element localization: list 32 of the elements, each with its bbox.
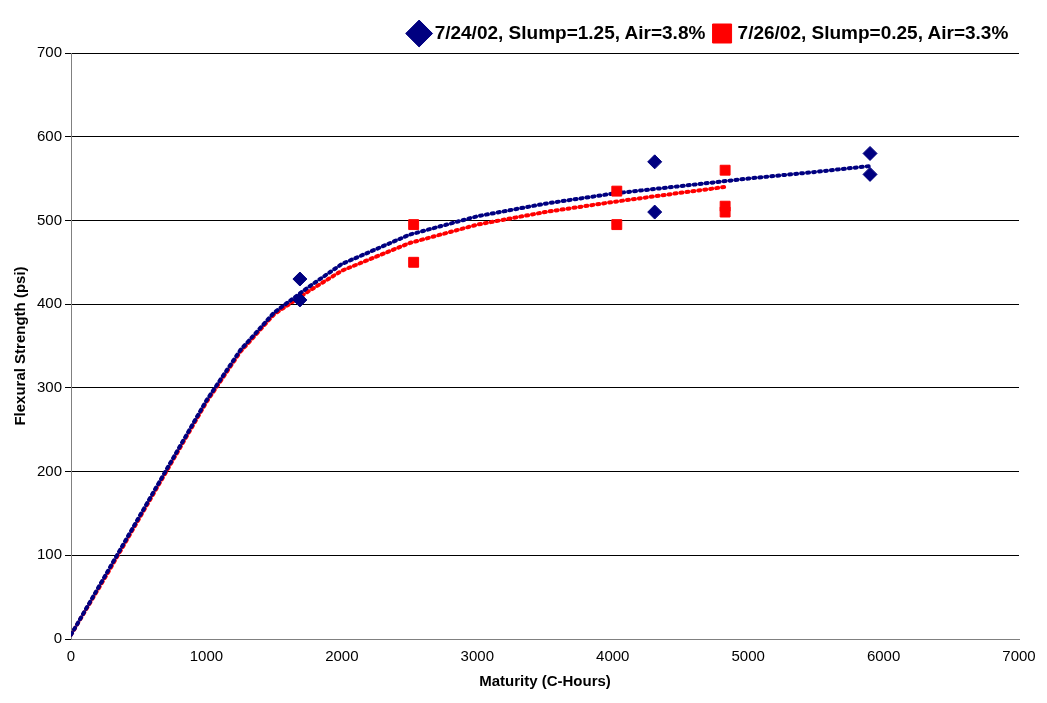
point xyxy=(611,185,623,197)
legend-label: 7/26/02, Slump=0.25, Air=3.3% xyxy=(737,21,1009,43)
y-tick-label: 200 xyxy=(37,461,63,479)
y-tick-label: 100 xyxy=(37,545,63,563)
point xyxy=(611,219,623,231)
point xyxy=(719,206,731,218)
y-tick-label: 600 xyxy=(37,126,63,144)
x-tick-label: 2000 xyxy=(325,647,359,665)
x-tick-label: 1000 xyxy=(189,647,224,665)
point xyxy=(647,204,663,220)
legend-label: 7/24/02, Slump=1.25, Air=3.8% xyxy=(434,21,706,43)
x-tick-label: 3000 xyxy=(460,647,494,665)
x-tick-label: 5000 xyxy=(731,647,765,665)
point xyxy=(408,219,420,231)
x-tick-label: 7000 xyxy=(1002,647,1036,665)
point xyxy=(408,256,420,268)
x-tick-label: 0 xyxy=(66,647,76,665)
y-tick-label: 400 xyxy=(37,294,63,312)
y-tick-label: 300 xyxy=(37,378,63,395)
x-axis-title: Maturity (C-Hours) xyxy=(479,672,611,690)
point xyxy=(862,166,878,182)
point xyxy=(292,292,308,308)
x-tick-label: 6000 xyxy=(866,647,901,665)
y-tick-label: 0 xyxy=(53,629,63,647)
x-tick-label: 4000 xyxy=(596,647,630,665)
point xyxy=(719,164,731,176)
y-tick-label: 500 xyxy=(37,210,63,228)
y-axis-title: Flexural Strength (psi) xyxy=(11,266,29,426)
point xyxy=(292,271,308,287)
point xyxy=(862,145,878,161)
point xyxy=(647,154,663,170)
y-tick-label: 700 xyxy=(37,43,63,61)
